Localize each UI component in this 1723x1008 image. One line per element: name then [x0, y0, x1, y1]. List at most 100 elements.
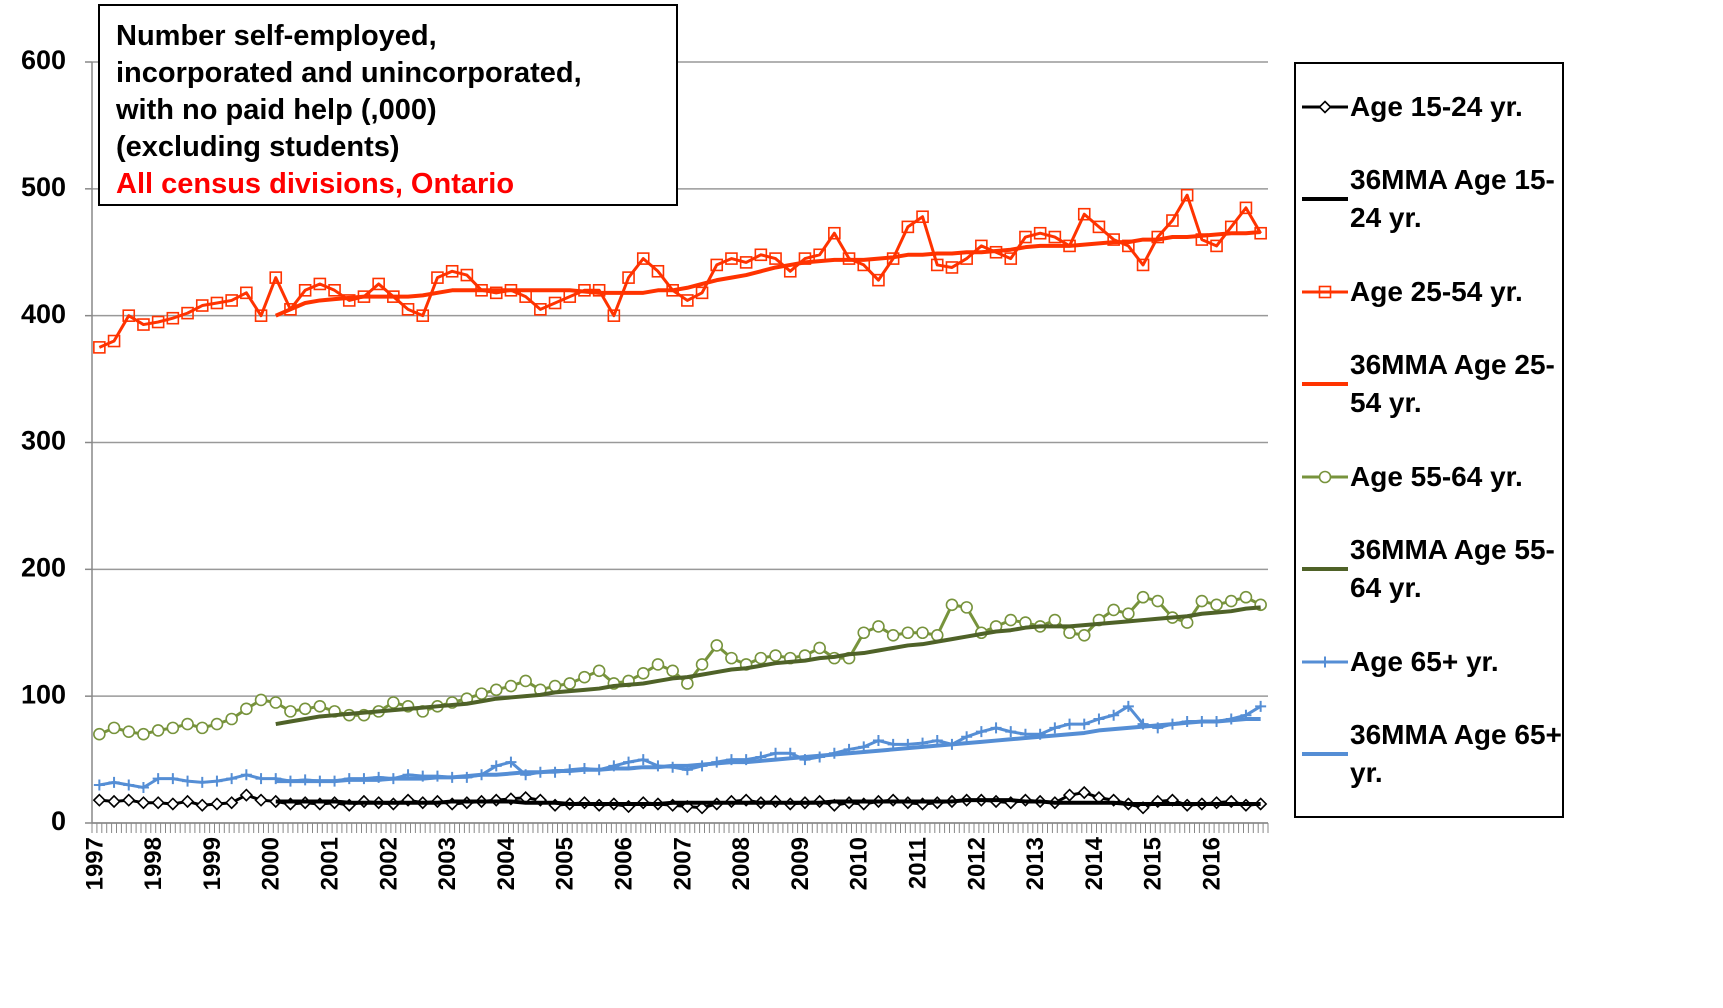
series-line	[275, 798, 1261, 806]
marker	[313, 277, 327, 291]
marker	[1239, 590, 1253, 604]
x-tick-label: 2014	[1081, 836, 1108, 890]
marker	[475, 687, 488, 700]
marker	[622, 271, 635, 284]
marker	[1210, 598, 1223, 612]
legend-label: 36MMA Age 55-64 yr.	[1350, 534, 1555, 604]
marker	[1049, 722, 1061, 734]
y-tick-label: 500	[21, 172, 66, 202]
marker	[1048, 230, 1062, 244]
y-tick-label: 600	[21, 45, 66, 75]
marker	[107, 794, 121, 809]
marker	[123, 779, 135, 791]
legend-swatch	[1302, 100, 1348, 114]
marker	[504, 792, 518, 806]
marker	[239, 788, 253, 802]
legend-swatch	[1302, 656, 1348, 668]
marker	[916, 210, 929, 224]
marker	[269, 696, 283, 709]
legend-swatch	[1302, 197, 1348, 202]
marker	[255, 773, 267, 785]
marker	[1166, 214, 1179, 227]
legend-entry: Age 15-24 yr.	[1296, 88, 1562, 126]
marker	[1195, 594, 1209, 608]
x-tick-label: 1998	[140, 837, 167, 890]
marker	[460, 268, 474, 282]
marker	[93, 341, 106, 354]
legend-entry: 36MMA Age 65+ yr.	[1296, 716, 1562, 792]
marker	[961, 731, 973, 743]
marker	[813, 641, 826, 655]
x-tick-label: 2007	[669, 837, 696, 890]
marker	[872, 735, 884, 747]
marker	[342, 294, 356, 307]
legend-label: Age 15-24 yr.	[1350, 90, 1523, 122]
title-box: Number self-employed, incorporated and un…	[98, 4, 678, 206]
marker	[166, 311, 180, 325]
marker	[181, 717, 194, 731]
x-tick-label: 2002	[375, 837, 402, 890]
series	[93, 188, 1267, 354]
legend-label: Age 55-64 yr.	[1350, 460, 1523, 492]
legend: Age 15-24 yr. 36MMA Age 15-24 yr. Age 25-5…	[1294, 62, 1564, 818]
marker	[754, 248, 768, 262]
marker	[1318, 285, 1332, 299]
marker	[725, 252, 738, 265]
marker	[975, 726, 987, 738]
marker	[886, 628, 900, 642]
marker	[901, 626, 915, 640]
x-tick-label: 2000	[258, 837, 285, 890]
marker	[210, 717, 224, 731]
legend-label: Age 65+ yr.	[1350, 645, 1499, 677]
x-tick-label: 2003	[434, 837, 461, 890]
marker	[151, 724, 165, 737]
chart-title: with no paid help (,000)	[116, 94, 437, 126]
marker	[548, 679, 562, 693]
marker	[107, 334, 121, 348]
marker	[1318, 100, 1332, 114]
marker	[990, 722, 1002, 734]
x-tick-label: 1999	[199, 837, 226, 890]
marker	[739, 256, 753, 269]
marker	[1318, 470, 1332, 484]
marker	[151, 796, 165, 810]
marker	[137, 318, 150, 331]
marker	[1019, 230, 1032, 244]
series-line	[98, 193, 1262, 349]
marker	[960, 601, 973, 614]
marker	[607, 309, 621, 322]
legend-label: 36MMA Age 15-24 yr.	[1350, 164, 1555, 234]
x-tick-label: 2016	[1199, 837, 1226, 890]
marker	[1224, 594, 1238, 608]
marker	[328, 283, 341, 297]
marker	[108, 776, 120, 788]
marker	[666, 664, 679, 678]
marker	[901, 220, 915, 234]
marker	[225, 796, 239, 810]
marker	[107, 721, 121, 735]
marker	[636, 252, 650, 265]
y-tick-label: 100	[21, 679, 66, 709]
marker	[431, 271, 444, 284]
marker	[1063, 626, 1076, 640]
y-tick-label: 300	[21, 426, 66, 456]
y-tick-label: 400	[21, 299, 66, 329]
marker	[195, 299, 209, 312]
series	[274, 229, 1261, 318]
marker	[1239, 201, 1253, 215]
marker	[254, 793, 268, 807]
marker	[298, 702, 312, 716]
marker	[1005, 726, 1017, 738]
x-tick-label: 2005	[552, 837, 579, 890]
marker	[137, 727, 150, 741]
marker	[1077, 785, 1091, 800]
marker	[489, 286, 503, 300]
marker	[254, 309, 268, 322]
marker	[166, 797, 180, 811]
marker	[1108, 709, 1120, 721]
legend-entry: 36MMA Age 25-54 yr.	[1296, 346, 1562, 422]
marker	[563, 677, 577, 690]
marker	[872, 620, 885, 633]
marker	[548, 296, 562, 310]
x-tick-label: 2012	[963, 837, 990, 890]
